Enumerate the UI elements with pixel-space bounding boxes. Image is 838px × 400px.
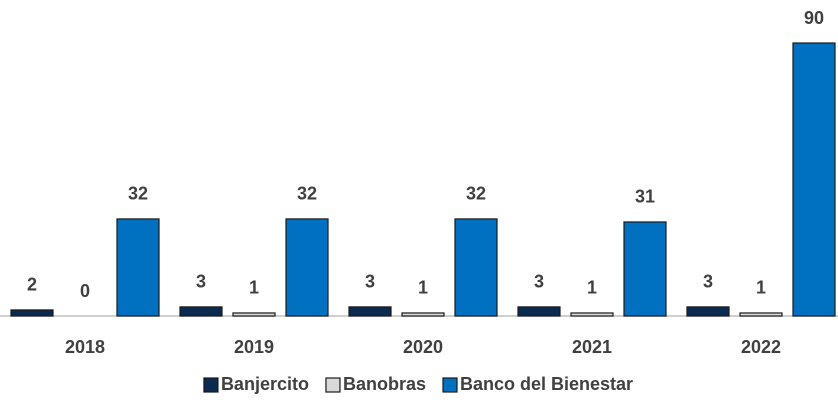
bar [792,42,836,317]
bar [348,306,392,317]
bar [10,309,54,317]
bar [570,312,614,317]
legend-label: Banobras [343,374,426,394]
x-tick-label: 2022 [741,337,781,357]
bar [232,312,276,317]
legend-label: Banjercito [221,374,309,394]
legend: Banjercito Banobras Banco del Bienestar [203,374,633,394]
data-label: 32 [466,184,486,204]
data-label: 32 [128,184,148,204]
x-tick-label: 2019 [234,337,274,357]
bar [116,218,160,317]
legend-swatch [442,377,458,393]
data-label: 1 [418,278,428,298]
data-label: 2 [27,275,37,295]
bar [739,312,783,317]
data-label: 3 [534,272,544,292]
bar [454,218,498,317]
bar [179,306,223,317]
legend-label: Banco del Bienestar [460,374,633,394]
legend-swatch [203,377,219,393]
x-tick-label: 2021 [572,337,612,357]
legend-swatch [325,377,341,393]
x-tick-label: 2018 [65,337,105,357]
x-tick-label: 2020 [403,337,443,357]
data-label: 3 [196,272,206,292]
bar [623,221,667,317]
data-label: 1 [756,278,766,298]
data-label: 3 [365,272,375,292]
bar [401,312,445,317]
bar [285,218,329,317]
data-label: 31 [635,187,655,207]
data-label: 32 [297,184,317,204]
data-label: 90 [804,8,824,28]
bar [686,306,730,317]
bar [517,306,561,317]
data-label: 1 [249,278,259,298]
data-label: 0 [80,281,90,301]
data-label: 1 [587,278,597,298]
data-label: 3 [703,272,713,292]
